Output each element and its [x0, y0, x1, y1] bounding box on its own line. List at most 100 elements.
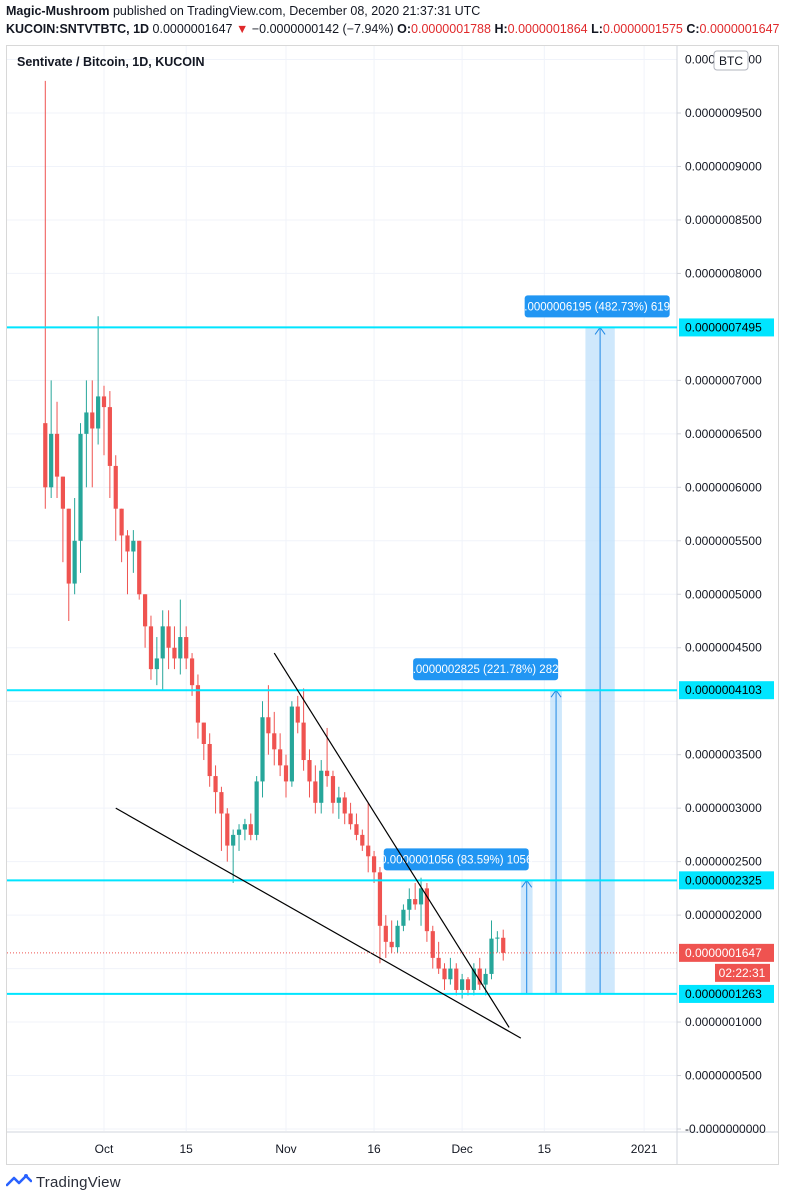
low-label: L:: [591, 22, 603, 36]
time-axis-label: Oct: [95, 1142, 114, 1156]
candle: [49, 380, 54, 499]
chart-title: Sentivate / Bitcoin, 1D, KUCOIN: [17, 55, 205, 69]
candle: [295, 695, 300, 734]
candle-body: [49, 433, 54, 488]
range-label-box: [383, 848, 529, 871]
candle-body: [260, 717, 265, 782]
candle: [501, 929, 506, 961]
candle-body: [166, 626, 171, 648]
candle-body: [142, 594, 148, 627]
price-axis-label: 0.0000004500: [685, 641, 762, 655]
trend-line: [115, 807, 522, 1039]
candle-body: [389, 941, 394, 948]
level-price-tag: [679, 871, 774, 890]
candle: [342, 792, 347, 825]
price-axis-label: 0.0000006500: [685, 427, 762, 441]
time-axis-label: Nov: [275, 1142, 296, 1156]
candle-body: [113, 465, 118, 509]
candle: [60, 476, 66, 563]
price-axis-label: 0.0000008000: [685, 266, 762, 280]
candle-body: [413, 899, 418, 905]
candle-body: [418, 888, 424, 905]
candle-body: [460, 979, 465, 990]
candle-body: [78, 433, 83, 541]
candle: [148, 615, 154, 680]
symbol-label: KUCOIN:SNTVTBTC, 1D: [6, 22, 150, 36]
candle-body: [471, 968, 476, 990]
candle-body: [289, 706, 294, 782]
price-axis-label: 0.0000002500: [685, 855, 762, 869]
brand-name[interactable]: TradingView: [36, 1173, 121, 1191]
time-axis-label: 16: [367, 1142, 381, 1156]
candle-body: [295, 706, 300, 723]
currency-badge-label: BTC: [719, 54, 743, 68]
price-range-measure: 0.0000002825 (221.78%) 2825: [406, 658, 565, 995]
candle-body: [266, 717, 271, 734]
candle: [383, 915, 388, 958]
candle: [366, 802, 371, 873]
candle-body: [66, 508, 71, 584]
candle: [442, 963, 447, 990]
header: Magic-Mushroom published on TradingView.…: [0, 0, 785, 42]
candle: [418, 877, 424, 926]
candle: [254, 776, 259, 841]
candle-body: [454, 968, 459, 990]
tradingview-logo-icon[interactable]: [6, 1173, 32, 1191]
candle-body: [172, 647, 177, 659]
publish-info: Magic-Mushroom published on TradingView.…: [6, 4, 480, 18]
candle-body: [342, 797, 347, 814]
candle-body: [154, 658, 159, 670]
published-text: published on TradingView.com, December 0…: [112, 4, 481, 18]
candle: [278, 733, 283, 777]
candle-body: [254, 781, 259, 835]
candle: [371, 850, 377, 884]
time-axis-label: Dec: [451, 1142, 472, 1156]
candle: [172, 626, 177, 670]
candle-body: [160, 626, 165, 659]
open-value: 0.0000001788: [411, 22, 491, 36]
author-name[interactable]: Magic-Mushroom: [6, 4, 110, 18]
low-value: 0.0000001575: [602, 22, 683, 36]
candle-body: [225, 813, 230, 846]
price-axis-label: 0.0000005500: [685, 534, 762, 548]
candle: [113, 455, 118, 541]
candle: [225, 808, 230, 862]
candle-body: [148, 626, 154, 670]
chart-panel[interactable]: Sentivate / Bitcoin, 1D, KUCOIN 0.0000001…: [6, 45, 779, 1165]
price-axis-label: 0.0000009500: [685, 106, 762, 120]
range-label-box: [524, 295, 670, 318]
candle: [160, 610, 165, 691]
candle: [377, 866, 383, 964]
footer: TradingView: [6, 1168, 121, 1196]
candle-body: [448, 968, 453, 980]
candle: [72, 498, 77, 595]
candle-body: [248, 824, 253, 835]
candle: [336, 786, 341, 819]
candle-body: [354, 824, 359, 835]
high-label: H:: [494, 22, 508, 36]
candle-body: [219, 792, 224, 814]
candle-body: [272, 733, 277, 750]
candle: [266, 685, 271, 755]
candle-body: [313, 781, 318, 803]
price-chart[interactable]: Sentivate / Bitcoin, 1D, KUCOIN 0.0000001…: [7, 46, 778, 1164]
candle-body: [43, 423, 48, 488]
candle: [154, 637, 159, 686]
price-axis-label: 0.0000001000: [685, 1015, 762, 1029]
candle: [90, 380, 95, 488]
change-down-icon: ▼: [235, 22, 249, 36]
candle: [413, 883, 418, 910]
candle-body: [395, 925, 400, 948]
candle: [131, 530, 136, 573]
time-axis-label: 2021: [631, 1142, 658, 1156]
candle: [436, 941, 441, 974]
candle-body: [377, 872, 383, 926]
candle: [231, 829, 236, 884]
current-price-tag: [679, 943, 774, 962]
candle-body: [424, 888, 430, 932]
candle: [465, 977, 471, 996]
candle-body: [90, 412, 95, 429]
candle: [319, 760, 324, 814]
price-axis-label: -0.0000000000: [685, 1122, 766, 1136]
candle-body: [401, 909, 406, 926]
